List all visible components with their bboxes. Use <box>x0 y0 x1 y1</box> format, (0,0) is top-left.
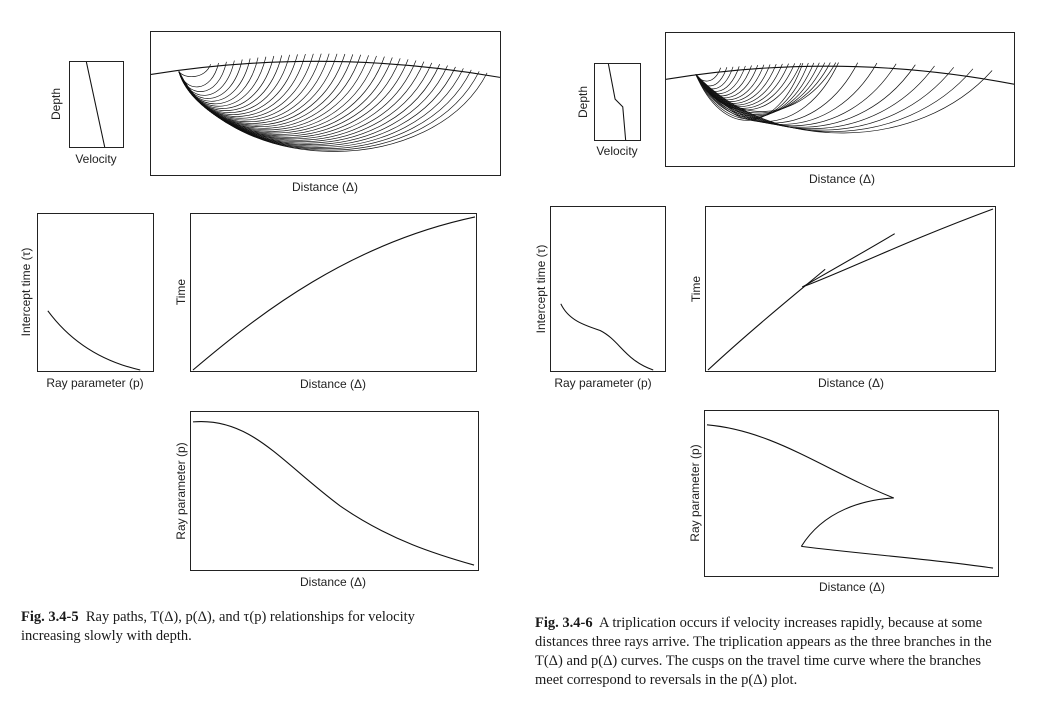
right-travel-time-plot <box>705 206 996 372</box>
ray-path <box>178 71 488 152</box>
surface-line <box>666 65 1014 85</box>
ray-path <box>178 54 290 113</box>
ray-path <box>695 62 859 124</box>
right-ray-path-plot <box>665 32 1015 167</box>
left-ray-distance-label: Distance (Δ) <box>291 180 359 194</box>
right-time-distance-label: Distance (Δ) <box>817 376 885 390</box>
left-intercept-time-label: Intercept time (τ) <box>19 247 33 337</box>
travel-time-retrograde-branch <box>802 233 895 288</box>
ray-path <box>178 60 235 96</box>
p-delta-curve <box>192 421 475 566</box>
ray-path <box>695 67 955 131</box>
right-caption: Fig. 3.4-6 A triplication occurs if velo… <box>535 614 1005 690</box>
ray-path <box>695 62 878 125</box>
ray-path <box>178 54 354 127</box>
ray-path <box>178 53 346 126</box>
left-velocity-depth-plot <box>69 61 124 148</box>
left-time-label: Time <box>174 278 188 306</box>
right-p-distance-label: Distance (Δ) <box>818 580 886 594</box>
travel-time-first-branch <box>707 268 826 371</box>
left-p-delta-plot <box>190 411 479 571</box>
p-delta-third-branch <box>801 545 994 569</box>
ray-path <box>695 64 765 101</box>
left-tau-p-plot <box>37 213 154 372</box>
ray-path <box>178 58 251 102</box>
ray-path <box>695 63 897 127</box>
left-travel-time-plot <box>190 213 477 372</box>
velocity-profile-line <box>607 64 627 140</box>
velocity-profile-line <box>85 62 106 147</box>
right-caption-number: Fig. 3.4-6 <box>535 615 593 631</box>
ray-path <box>178 68 464 148</box>
right-p-delta-plot <box>704 410 999 577</box>
left-time-distance-label: Distance (Δ) <box>299 377 367 391</box>
left-depth-label: Depth <box>49 87 63 121</box>
tau-p-curve <box>47 310 141 371</box>
right-caption-text: A triplication occurs if velocity increa… <box>535 615 992 688</box>
ray-path <box>695 64 916 128</box>
p-delta-reverse-branch <box>800 497 894 547</box>
travel-time-third-branch <box>802 208 994 288</box>
ray-path <box>695 70 993 134</box>
ray-path <box>178 60 417 140</box>
ray-path <box>178 59 409 138</box>
right-depth-label: Depth <box>576 85 590 119</box>
p-delta-first-branch <box>706 424 894 499</box>
left-p-ray-parameter-label: Ray parameter (p) <box>174 442 188 540</box>
ray-path <box>695 65 935 129</box>
left-caption: Fig. 3.4-5 Ray paths, T(Δ), p(Δ), and τ(… <box>21 608 471 646</box>
ray-path <box>695 62 837 112</box>
right-velocity-label: Velocity <box>596 144 638 158</box>
ray-path <box>178 55 275 109</box>
ray-path <box>178 69 472 149</box>
right-intercept-time-label: Intercept time (τ) <box>534 244 548 334</box>
right-velocity-depth-plot <box>594 63 641 141</box>
right-ray-parameter-label: Ray parameter (p) <box>554 376 652 390</box>
ray-path <box>178 64 211 77</box>
left-caption-text: Ray paths, T(Δ), p(Δ), and τ(p) relation… <box>21 609 415 644</box>
ray-path <box>695 68 974 132</box>
left-velocity-label: Velocity <box>75 152 117 166</box>
right-p-ray-parameter-label: Ray parameter (p) <box>688 444 702 542</box>
travel-time-curve <box>192 216 476 371</box>
left-ray-path-plot <box>150 31 501 176</box>
left-caption-number: Fig. 3.4-5 <box>21 609 79 625</box>
left-p-distance-label: Distance (Δ) <box>299 575 367 589</box>
left-ray-parameter-label: Ray parameter (p) <box>46 376 144 390</box>
ray-path <box>178 53 330 123</box>
ray-path <box>695 65 759 99</box>
right-ray-distance-label: Distance (Δ) <box>808 172 876 186</box>
ray-path <box>178 55 283 111</box>
right-time-label: Time <box>689 275 703 303</box>
right-tau-p-plot <box>550 206 666 372</box>
tau-p-curve <box>560 303 654 371</box>
